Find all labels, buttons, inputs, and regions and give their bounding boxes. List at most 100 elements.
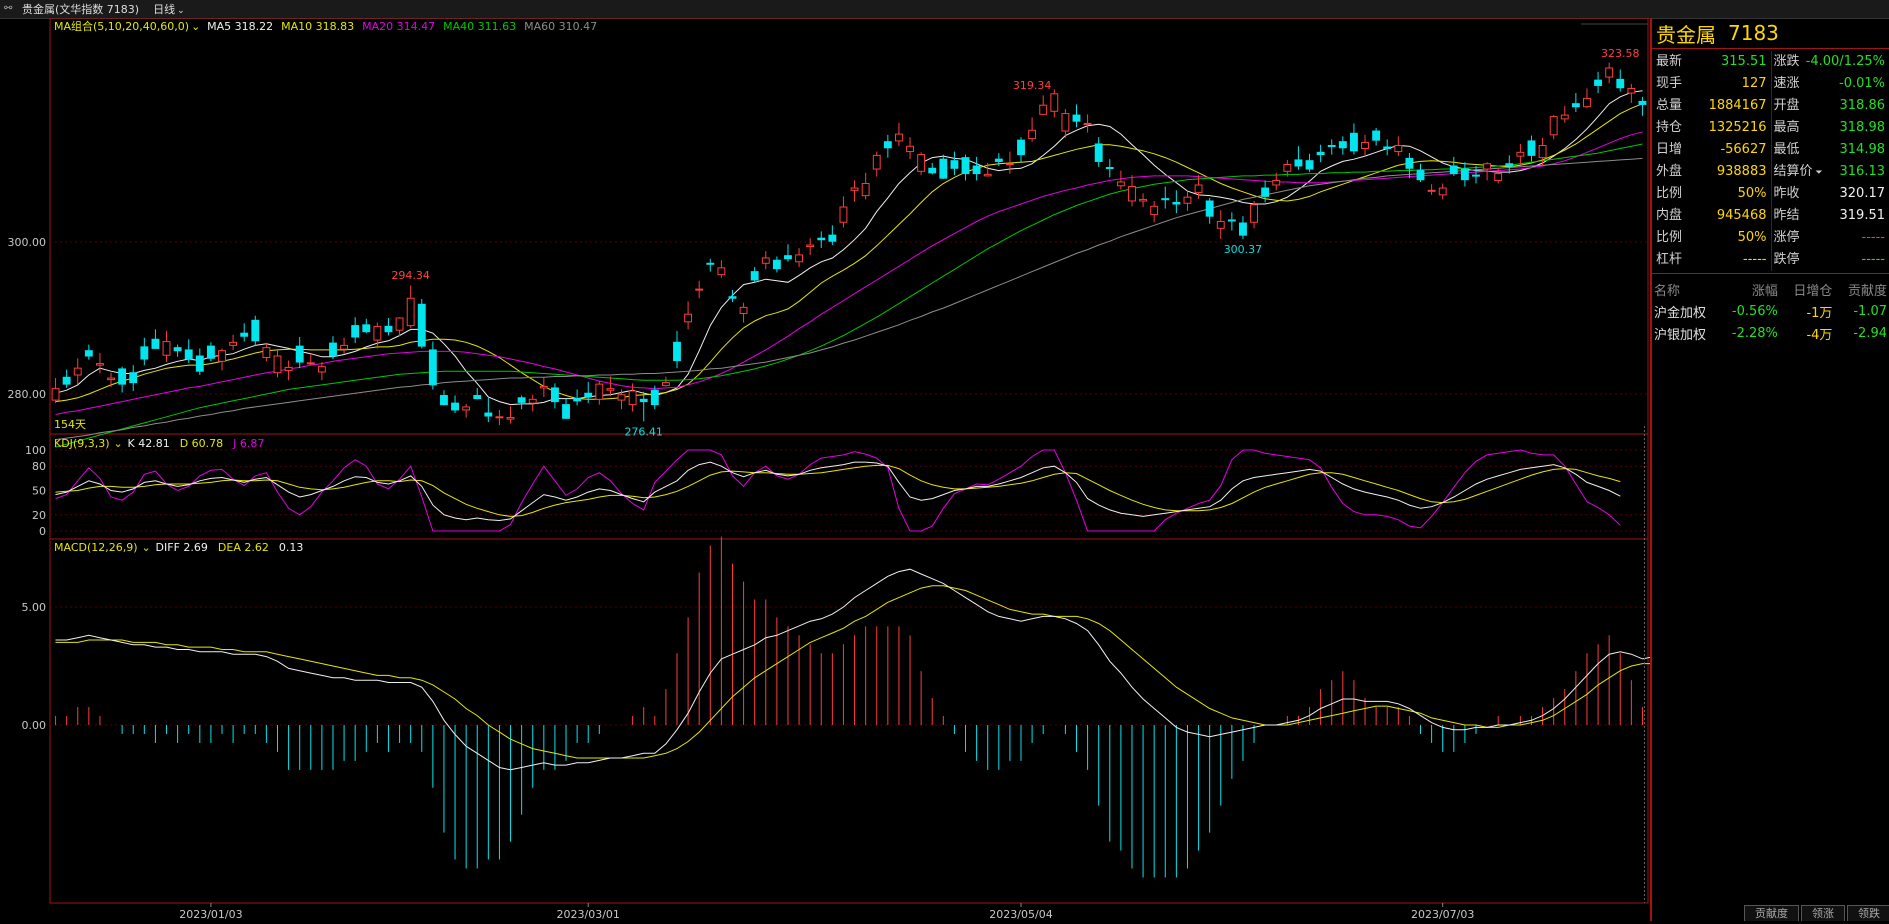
- period-label: 日线: [153, 3, 175, 16]
- candle-body: [163, 342, 170, 356]
- quote-value: 938883: [1717, 161, 1767, 183]
- quote-label: 持仓: [1656, 117, 1682, 139]
- quote-value: 316.13: [1840, 161, 1886, 183]
- title-bar: ⚯ 贵金属(文华指数 7183) 日线⌄: [0, 0, 1889, 19]
- quote-label: 外盘: [1656, 161, 1682, 183]
- candle-body: [1217, 221, 1224, 228]
- candle-body: [1417, 171, 1424, 180]
- ma-legend-item: MA10 318.83: [281, 20, 354, 33]
- kdj-label: K 42.81: [128, 437, 170, 450]
- candle-body: [74, 368, 81, 375]
- candle-body: [707, 263, 714, 264]
- table-cell: -2.28%: [1719, 322, 1782, 344]
- y-tick-label: 5.00: [22, 601, 47, 614]
- candle-body: [984, 174, 991, 176]
- candle-body: [551, 388, 558, 402]
- candle-body: [1406, 158, 1413, 168]
- quote-row: 跌停-----: [1772, 249, 1889, 271]
- table-row[interactable]: 沪金加权-0.56%-1万-1.07: [1652, 300, 1889, 322]
- candle-body: [418, 304, 425, 346]
- candle-body: [385, 326, 392, 331]
- quote-value: 315.51: [1721, 51, 1767, 73]
- candle-body: [1151, 206, 1158, 214]
- quote-label: 现手: [1656, 73, 1682, 95]
- quote-header: 贵金属 7183: [1652, 18, 1889, 49]
- candle-body: [474, 396, 481, 399]
- candle-body: [807, 245, 814, 247]
- candle-body: [640, 399, 647, 401]
- quote-value: 319.51: [1840, 205, 1886, 227]
- candle-body: [540, 386, 547, 388]
- candle-body: [1395, 145, 1402, 151]
- quote-value: 314.98: [1840, 139, 1886, 161]
- tab-leading-up[interactable]: 领涨: [1801, 905, 1845, 921]
- candle-body: [141, 347, 148, 359]
- macd-line-macd_diff: [56, 569, 1651, 770]
- table-cell: -0.56%: [1719, 300, 1782, 322]
- quote-label: 涨跌: [1774, 51, 1800, 73]
- candle-body: [1428, 190, 1435, 191]
- column-header[interactable]: 涨幅: [1719, 278, 1782, 300]
- quote-row: 涨停-----: [1772, 227, 1889, 249]
- x-axis-label: 2023/03/01: [557, 908, 620, 921]
- candle-body: [1384, 147, 1391, 149]
- y-tick-label: 300.00: [8, 236, 47, 249]
- quote-label: 涨停: [1774, 227, 1800, 249]
- quote-value: -4.00/1.25%: [1806, 51, 1885, 73]
- candle-body: [1328, 145, 1335, 146]
- link-icon[interactable]: ⚯: [4, 5, 18, 13]
- tab-contribution[interactable]: 贡献度: [1744, 905, 1799, 921]
- candle-body: [851, 188, 858, 190]
- x-axis-label: 2023/07/03: [1411, 908, 1474, 921]
- candle-body: [1439, 188, 1446, 195]
- column-header[interactable]: 贡献度: [1836, 278, 1889, 300]
- candle-body: [518, 398, 525, 403]
- quote-code: 7183: [1728, 21, 1779, 45]
- y-tick-label: 50: [32, 485, 46, 498]
- quote-value: 50%: [1738, 227, 1767, 249]
- macd-label: DIFF 2.69: [156, 541, 208, 554]
- candle-body: [651, 390, 658, 404]
- candle-body: [796, 255, 803, 262]
- column-header[interactable]: 名称: [1652, 278, 1719, 300]
- column-header[interactable]: 日增仓: [1782, 278, 1837, 300]
- quote-value: -----: [1862, 249, 1885, 271]
- macd-label: 0.13: [279, 541, 304, 554]
- candle-body: [330, 343, 337, 356]
- candle-body: [1617, 79, 1624, 87]
- candle-body: [563, 405, 570, 419]
- candle-body: [1595, 80, 1602, 85]
- candle-body: [1484, 164, 1491, 169]
- bottom-tabs: 贡献度 领涨 领跌: [1742, 905, 1889, 921]
- candle-body: [629, 391, 636, 405]
- candle-body: [1284, 164, 1291, 171]
- candle-body: [862, 183, 869, 195]
- candle-body: [618, 395, 625, 400]
- candle-body: [296, 346, 303, 362]
- candle-body: [1140, 199, 1147, 201]
- period-selector[interactable]: 日线⌄: [153, 1, 185, 17]
- divider: [1652, 273, 1889, 274]
- chevron-down-icon: ⌄: [177, 6, 185, 16]
- candle-body: [1195, 185, 1202, 193]
- candle-body: [840, 207, 847, 222]
- quote-label: 杠杆: [1656, 249, 1682, 271]
- macd-pane-frame: [50, 539, 1648, 903]
- candle-body: [529, 399, 536, 403]
- table-row[interactable]: 沪银加权-2.28%-4万-2.94: [1652, 322, 1889, 344]
- chevron-down-icon[interactable]: ⏷: [1813, 168, 1823, 178]
- candle-body: [1273, 180, 1280, 185]
- tab-leading-down[interactable]: 领跌: [1847, 905, 1889, 921]
- quote-label: 速涨: [1774, 73, 1800, 95]
- x-axis-label: 2023/05/04: [989, 908, 1052, 921]
- candle-body: [1339, 142, 1346, 148]
- candle-body: [1006, 164, 1013, 165]
